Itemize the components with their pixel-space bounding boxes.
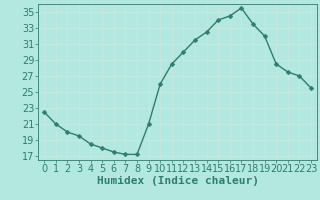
X-axis label: Humidex (Indice chaleur): Humidex (Indice chaleur) [97, 176, 259, 186]
